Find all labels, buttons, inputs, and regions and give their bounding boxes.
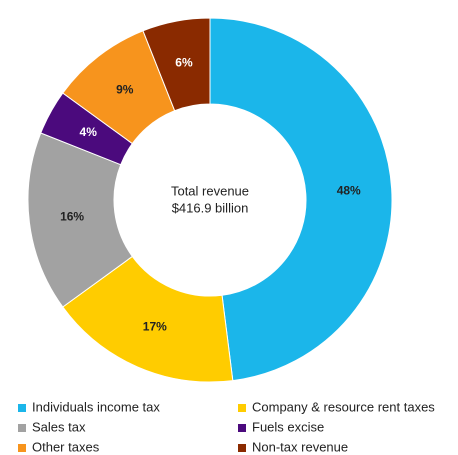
legend-swatch xyxy=(18,444,26,452)
donut-slice xyxy=(27,132,134,308)
legend-label: Sales tax xyxy=(32,419,86,434)
center-label: Total revenue xyxy=(171,183,249,198)
donut-slice xyxy=(209,17,393,382)
legend-label: Non-tax revenue xyxy=(252,439,348,454)
legend-label: Fuels excise xyxy=(252,419,324,434)
donut-slice xyxy=(62,255,234,383)
legend-swatch xyxy=(18,424,26,432)
legend-label: Company & resource rent taxes xyxy=(252,399,435,414)
legend-swatch xyxy=(18,404,26,412)
legend-swatch xyxy=(238,424,246,432)
data-label: 4% xyxy=(80,125,98,139)
legend-label: Other taxes xyxy=(32,439,100,454)
legend-swatch xyxy=(238,404,246,412)
data-label: 6% xyxy=(175,56,193,70)
legend-swatch xyxy=(238,444,246,452)
legend-label: Individuals income tax xyxy=(32,399,160,414)
data-label: 48% xyxy=(337,183,361,197)
center-label: $416.9 billion xyxy=(172,200,249,215)
donut-slice xyxy=(142,17,211,112)
data-label: 9% xyxy=(116,82,134,96)
data-label: 16% xyxy=(60,210,84,224)
data-label: 17% xyxy=(143,320,167,334)
